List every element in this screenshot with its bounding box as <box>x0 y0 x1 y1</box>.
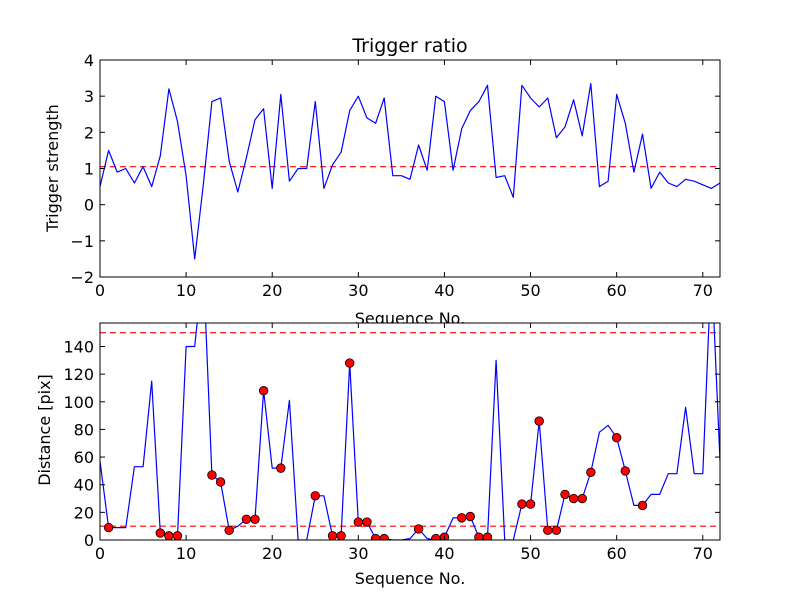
x-tick-label: 40 <box>434 544 454 563</box>
x-tick-label: 10 <box>176 544 196 563</box>
data-point <box>172 531 183 540</box>
x-tick-label: 20 <box>262 281 282 300</box>
data-point <box>164 531 174 540</box>
data-point <box>525 499 536 509</box>
x-tick-label: 50 <box>520 544 540 563</box>
x-tick-label: 40 <box>434 281 454 300</box>
x-tick-label: 50 <box>520 281 540 300</box>
x-tick-label: 30 <box>348 281 368 300</box>
y-tick-label: 0 <box>84 531 94 550</box>
y-axis-label: Trigger strength <box>43 104 62 233</box>
distance-plot <box>99 322 721 541</box>
y-axis-label: Distance [pix] <box>35 374 54 486</box>
plot-area <box>100 323 720 540</box>
x-tick-label: 70 <box>693 544 713 563</box>
data-point <box>276 463 286 473</box>
data-point <box>345 358 355 368</box>
data-point <box>241 514 252 524</box>
y-tick-label: −2 <box>70 268 94 287</box>
data-point <box>207 470 217 480</box>
y-tick-label: 100 <box>63 393 94 412</box>
x-tick-label: 10 <box>176 281 196 300</box>
data-point <box>560 489 570 500</box>
data-point <box>362 517 372 527</box>
y-tick-label: 80 <box>74 420 94 439</box>
data-point <box>310 491 320 501</box>
data-point <box>456 513 467 523</box>
data-point <box>568 493 579 504</box>
data-point <box>215 477 226 487</box>
data-point <box>250 514 260 524</box>
data-point <box>353 517 364 527</box>
x-tick-labels: 0 10 20 30 40 50 60 70 <box>95 544 713 563</box>
data-point <box>336 531 346 540</box>
x-tick-label: 70 <box>693 281 713 300</box>
axes-frame <box>99 322 721 541</box>
y-tick-label: 2 <box>84 123 94 142</box>
data-point <box>370 533 381 540</box>
y-tick-labels: 0 20 40 60 80 100 120 140 <box>63 337 94 550</box>
x-tick-label: 0 <box>95 281 105 300</box>
x-tick-label: 0 <box>95 544 105 563</box>
data-point <box>534 416 544 426</box>
data-point <box>465 511 475 522</box>
series-line <box>100 82 720 260</box>
data-point <box>637 500 648 511</box>
y-tick-label: 20 <box>74 503 94 522</box>
y-tick-label: −1 <box>70 232 94 251</box>
y-tick-label: 140 <box>63 337 94 356</box>
data-point <box>577 493 587 504</box>
x-tick-label: 30 <box>348 544 368 563</box>
x-tick-label: 60 <box>606 281 626 300</box>
x-axis-label: Sequence No. <box>355 569 466 588</box>
data-point <box>103 522 114 533</box>
data-point <box>586 467 596 477</box>
data-point <box>413 524 424 534</box>
trigger-ratio-panel: Trigger ratio 0 10 20 30 40 50 60 70 −2−101234 … <box>43 35 721 328</box>
data-point <box>327 531 338 540</box>
data-point <box>620 466 630 476</box>
data-point <box>431 533 441 540</box>
trigger-ratio-plot <box>99 59 721 278</box>
data-point <box>224 525 234 536</box>
data-point <box>258 386 269 396</box>
data-point <box>543 525 553 536</box>
y-tick-label: 0 <box>84 196 94 215</box>
chart-title: Trigger ratio <box>351 35 467 57</box>
y-tick-label: 3 <box>84 87 94 106</box>
y-tick-labels: −2 −1 0 1 2 3 4 <box>70 51 94 287</box>
x-tick-label: 60 <box>606 544 626 563</box>
y-tick-label: 4 <box>84 51 94 70</box>
x-tick-label: 20 <box>262 544 282 563</box>
data-point <box>155 528 165 538</box>
data-point <box>379 533 389 540</box>
y-tick-label: 60 <box>74 448 94 467</box>
data-point <box>482 532 493 540</box>
data-point <box>611 433 622 443</box>
y-tick-label: 40 <box>74 476 94 495</box>
x-tick-labels: 0 10 20 30 40 50 60 70 <box>95 281 713 300</box>
y-tick-label: 1 <box>84 160 94 179</box>
data-point <box>517 499 527 509</box>
y-tick-label: 120 <box>63 365 94 384</box>
data-point <box>551 525 562 536</box>
distance-panel: 0 10 20 30 40 50 60 70 0 20 40 60 80 100 120 140 Seque… <box>35 322 721 588</box>
